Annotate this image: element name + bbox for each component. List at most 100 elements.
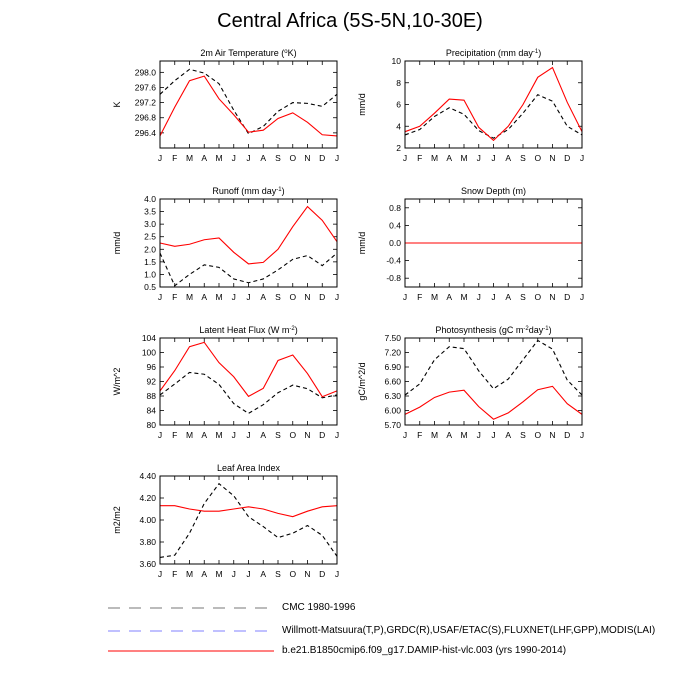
x-tick-label-5-3: A: [446, 430, 452, 440]
series-line-model-4: [159, 341, 338, 398]
x-tick-label-1-5: J: [477, 153, 481, 163]
y-tick-label-3-1: -0.4: [386, 256, 401, 266]
x-tick-label-2-9: O: [289, 292, 296, 302]
x-tick-label-0-4: M: [215, 153, 222, 163]
x-tick-label-2-1: F: [172, 292, 177, 302]
y-tick-label-0-4: 298.0: [135, 67, 157, 77]
legend-label-cmc: CMC 1980-1996: [282, 602, 356, 613]
x-tick-label-5-9: O: [534, 430, 541, 440]
x-tick-label-3-7: A: [505, 292, 511, 302]
x-tick-label-0-1: F: [172, 153, 177, 163]
y-axis-label-5: gC/m^2/d: [357, 362, 367, 400]
y-tick-label-5-3: 6.60: [384, 377, 401, 387]
y-tick-label-5-4: 6.90: [384, 362, 401, 372]
chart-title-3: Snow Depth (m): [461, 186, 526, 196]
plot-frame-5: [404, 337, 583, 426]
x-tick-label-3-1: F: [417, 292, 422, 302]
x-tick-label-6-2: M: [186, 569, 193, 579]
plot-frame-3: [404, 198, 583, 288]
figure-title: Central Africa (5S-5N,10-30E): [217, 10, 483, 32]
x-tick-label-0-8: S: [275, 153, 281, 163]
y-tick-label-0-1: 296.8: [135, 113, 157, 123]
y-tick-label-3-2: 0.0: [389, 238, 401, 248]
x-tick-label-5-0: J: [403, 430, 407, 440]
x-tick-label-6-12: J: [335, 569, 339, 579]
x-tick-label-5-2: M: [431, 430, 438, 440]
y-tick-label-1-1: 4: [396, 121, 401, 131]
y-tick-label-5-2: 6.30: [384, 391, 401, 401]
y-tick-label-6-3: 4.20: [139, 493, 156, 503]
y-tick-label-0-0: 296.4: [135, 128, 157, 138]
x-tick-label-6-5: J: [232, 569, 236, 579]
x-tick-label-1-7: A: [505, 153, 511, 163]
series-line-obs-2: [159, 252, 338, 287]
series-line-model-2: [159, 205, 338, 265]
chart-title-4: Latent Heat Flux (W m-2): [199, 325, 297, 335]
x-tick-label-6-7: A: [260, 569, 266, 579]
x-tick-label-5-4: M: [460, 430, 467, 440]
series-line-obs-0: [159, 68, 338, 135]
y-tick-label-4-0: 80: [147, 420, 157, 430]
x-tick-label-6-10: N: [304, 569, 310, 579]
y-tick-label-5-1: 6.00: [384, 406, 401, 416]
y-axis-label-0: K: [112, 101, 122, 107]
x-tick-label-2-11: D: [319, 292, 325, 302]
legend-line-model: [108, 650, 274, 652]
x-tick-label-5-8: S: [520, 430, 526, 440]
x-tick-label-0-10: N: [304, 153, 310, 163]
y-tick-label-5-5: 7.20: [384, 348, 401, 358]
chart-title-2: Runoff (mm day-1): [212, 186, 284, 196]
y-tick-label-4-5: 100: [142, 348, 156, 358]
y-tick-label-4-1: 84: [147, 406, 157, 416]
y-tick-label-3-3: 0.4: [389, 220, 401, 230]
x-tick-label-5-1: F: [417, 430, 422, 440]
x-tick-label-6-3: A: [201, 569, 207, 579]
x-tick-label-3-5: J: [477, 292, 481, 302]
chart-panel-6: Leaf Area Index m2/m2 3.60 3.80 4.00 4.20 4.40…: [112, 463, 339, 579]
x-tick-label-3-12: J: [580, 292, 584, 302]
y-tick-label-2-1: 1.0: [144, 269, 156, 279]
x-tick-label-6-6: J: [246, 569, 250, 579]
x-tick-label-3-2: M: [431, 292, 438, 302]
x-tick-label-6-1: F: [172, 569, 177, 579]
x-tick-label-6-0: J: [158, 569, 162, 579]
y-tick-label-1-4: 10: [392, 56, 402, 66]
x-tick-label-1-6: J: [491, 153, 495, 163]
x-tick-label-4-3: A: [201, 430, 207, 440]
x-tick-label-1-2: M: [431, 153, 438, 163]
series-line-obs-1: [404, 94, 583, 139]
chart-title-1: Precipitation (mm day-1): [446, 48, 541, 58]
x-tick-label-5-7: A: [505, 430, 511, 440]
x-tick-label-1-9: O: [534, 153, 541, 163]
x-tick-label-4-4: M: [215, 430, 222, 440]
x-tick-label-1-11: D: [564, 153, 570, 163]
y-tick-label-2-0: 0.5: [144, 282, 156, 292]
x-tick-label-2-5: J: [232, 292, 236, 302]
y-tick-label-2-2: 1.5: [144, 257, 156, 267]
y-axis-label-4: W/m^2: [112, 368, 122, 396]
y-tick-label-1-3: 8: [396, 78, 401, 88]
chart-panel-4: Latent Heat Flux (W m-2) W/m^2 80 84 88 92 96 1…: [112, 325, 339, 440]
plot-frame-4: [159, 337, 338, 426]
y-tick-label-1-2: 6: [396, 100, 401, 110]
x-tick-label-1-0: J: [403, 153, 407, 163]
x-tick-label-0-12: J: [335, 153, 339, 163]
x-tick-label-1-12: J: [580, 153, 584, 163]
x-tick-label-5-5: J: [477, 430, 481, 440]
x-tick-label-0-2: M: [186, 153, 193, 163]
x-tick-label-4-9: O: [289, 430, 296, 440]
x-tick-label-3-4: M: [460, 292, 467, 302]
x-tick-label-4-7: A: [260, 430, 266, 440]
y-tick-label-6-0: 3.60: [139, 559, 156, 569]
x-tick-label-2-12: J: [335, 292, 339, 302]
series-line-obs-5: [404, 339, 583, 396]
x-tick-label-5-6: J: [491, 430, 495, 440]
x-tick-label-4-10: N: [304, 430, 310, 440]
x-tick-label-3-3: A: [446, 292, 452, 302]
y-tick-label-6-2: 4.00: [139, 515, 156, 525]
chart-title-0: 2m Air Temperature (oK): [200, 48, 296, 58]
y-axis-label-6: m2/m2: [112, 506, 122, 534]
series-line-model-5: [404, 385, 583, 420]
y-tick-label-2-4: 2.5: [144, 232, 156, 242]
chart-title-5: Photosynthesis (gC m-2day-1): [435, 325, 551, 335]
